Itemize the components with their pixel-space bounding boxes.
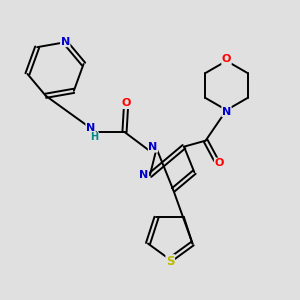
Text: N: N <box>222 106 231 117</box>
Text: N: N <box>86 123 95 134</box>
Text: O: O <box>214 158 224 168</box>
Text: N: N <box>148 142 158 152</box>
Text: N: N <box>61 37 70 46</box>
Text: O: O <box>121 98 131 109</box>
Text: O: O <box>222 54 231 64</box>
Text: N: N <box>139 170 148 180</box>
Text: H: H <box>90 132 99 142</box>
Text: S: S <box>166 255 175 268</box>
